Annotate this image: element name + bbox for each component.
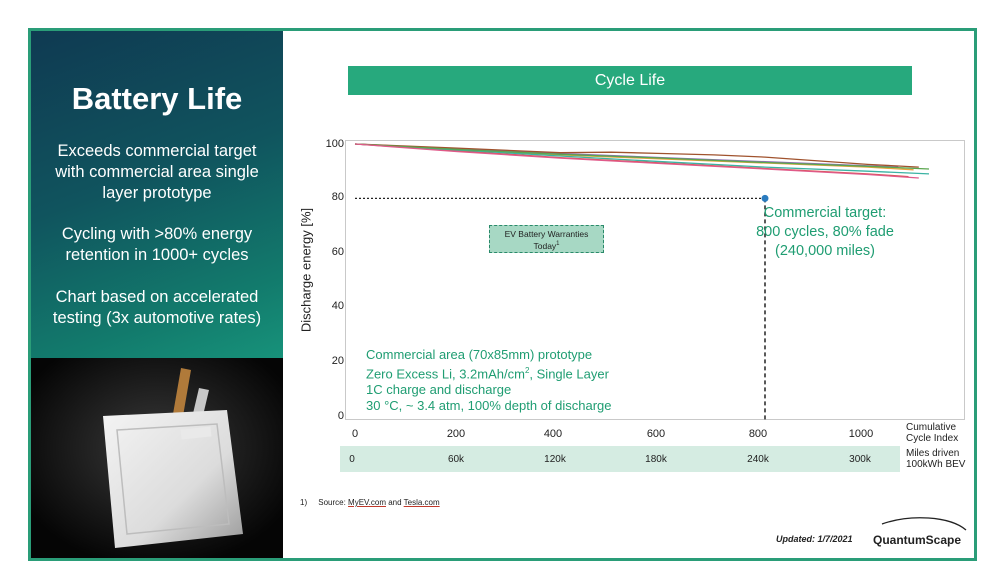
miles-tick: 240k — [747, 454, 769, 465]
warranty-line1: EV Battery Warranties — [504, 229, 589, 239]
y-axis-label: Discharge energy [%] — [298, 207, 314, 333]
x-tick: 1000 — [848, 428, 874, 440]
quantumscape-logo-text: QuantumScape — [873, 533, 962, 547]
proto-line4: 30 °C, ~ 3.4 atm, 100% depth of discharg… — [366, 398, 612, 414]
proto-line2: Zero Excess Li, 3.2mAh/cm2, Single Layer — [366, 363, 666, 382]
updated-date: Updated: 1/7/2021 — [776, 534, 853, 544]
plot-area — [345, 140, 965, 420]
miles-tick: 120k — [544, 454, 566, 465]
miles-tick: 60k — [447, 454, 465, 465]
target-annotation: Commercial target: 800 cycles, 80% fade … — [740, 204, 910, 261]
y-tick: 20 — [331, 355, 344, 367]
miles-label-line1: Miles driven — [906, 448, 960, 459]
x-tick: 200 — [446, 428, 466, 440]
battery-cell-image — [31, 358, 283, 558]
panel-title: Battery Life — [71, 81, 243, 116]
x-tick: 800 — [748, 428, 768, 440]
left-panel: Battery Life Exceeds commercial target w… — [31, 31, 283, 358]
footnote-and: and — [385, 498, 404, 507]
quantumscape-logo-mark — [881, 517, 967, 531]
miles-tick: 180k — [645, 454, 667, 465]
target-line3: (240,000 miles) — [775, 243, 875, 259]
miles-tick: 0 — [349, 454, 355, 465]
footnote-number: 1) — [300, 498, 308, 507]
proto-line1: Commercial area (70x85mm) prototype — [366, 347, 593, 362]
panel-text-1: Exceeds commercial target with commercia… — [55, 142, 259, 202]
y-tick: 100 — [325, 138, 344, 150]
y-tick: 80 — [331, 191, 344, 203]
y-tick: 40 — [331, 300, 344, 312]
miles-axis-label: Miles driven 100kWh BEV — [906, 448, 981, 470]
y-tick: 0 — [337, 410, 344, 422]
miles-tick: 300k — [849, 454, 871, 465]
chart-title-banner: Cycle Life — [348, 66, 912, 95]
footnote-link-tesla[interactable]: Tesla.com — [403, 498, 440, 507]
x-tick: 400 — [543, 428, 563, 440]
warranty-line2-text: Today — [533, 240, 557, 251]
proto-line2-a: Zero Excess Li, 3.2mAh/cm — [366, 366, 525, 382]
target-line1: Commercial target: — [763, 205, 887, 221]
y-tick: 60 — [331, 246, 344, 258]
x-axis-label-line2: Cycle Index — [906, 433, 959, 444]
x-axis-label-line1: Cumulative — [906, 422, 957, 433]
x-tick: 600 — [646, 428, 666, 440]
miles-band — [340, 446, 900, 472]
warranty-annotation: EV Battery Warranties Today1 — [489, 225, 604, 253]
x-tick: 0 — [351, 428, 359, 440]
proto-line3: 1C charge and discharge — [366, 382, 512, 398]
warranty-footnote-ref: 1 — [556, 241, 560, 247]
panel-text-3: Chart based on accelerated testing (3x a… — [52, 288, 262, 327]
footnote-prefix: Source: — [318, 498, 349, 507]
panel-text-2: Cycling with >80% energy retention in 10… — [61, 225, 253, 264]
proto-line2-sup: 2 — [524, 366, 530, 375]
prototype-annotation: Commercial area (70x85mm) prototype Zero… — [366, 347, 666, 414]
footnote-link-myev[interactable]: MyEV.com — [348, 498, 386, 507]
x-axis-label: Cumulative Cycle Index — [906, 422, 976, 444]
footnote: 1) Source: MyEV.com and Tesla.com — [300, 498, 440, 507]
battery-cell-photo — [31, 358, 283, 558]
warranty-line2: Today1 — [490, 239, 603, 251]
target-line2: 800 cycles, 80% fade — [756, 224, 894, 240]
miles-label-line2: 100kWh BEV — [906, 459, 966, 470]
proto-line2-b: , Single Layer — [529, 366, 609, 382]
